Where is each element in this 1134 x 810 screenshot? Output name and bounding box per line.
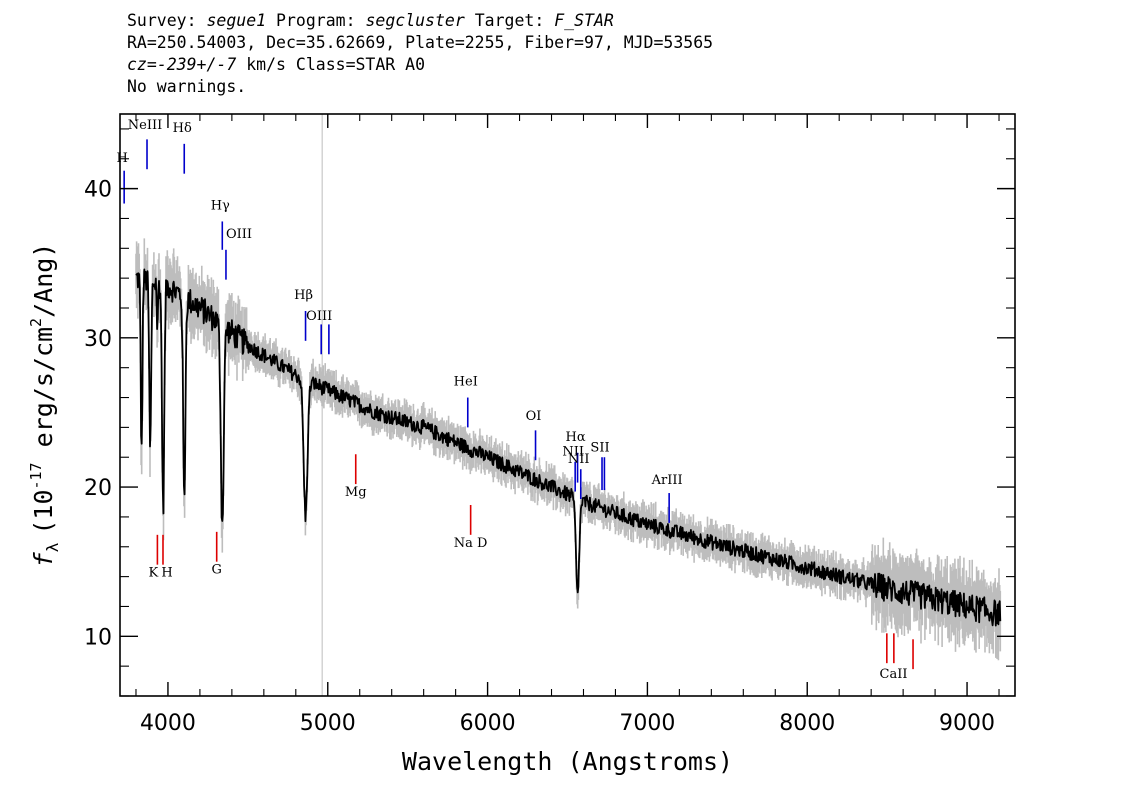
y-tick-label: 40 xyxy=(84,178,112,203)
header-line-survey: Survey: segue1 Program: segcluster Targe… xyxy=(127,10,713,32)
absorption-line-label: G xyxy=(211,563,221,578)
ylabel-end: /Ang) xyxy=(29,243,58,318)
absorption-line-label: CaII xyxy=(880,667,908,682)
cz-label: cz= xyxy=(127,55,157,74)
class-text: km/s Class=STAR A0 xyxy=(236,55,426,74)
target-value: F_STAR xyxy=(554,11,614,30)
absorption-line-label: H xyxy=(161,566,172,581)
header-line-coordinates: RA=250.54003, Dec=35.62669, Plate=2255, … xyxy=(127,33,714,52)
emission-line-label: Hα xyxy=(566,430,586,445)
ylabel-f: f xyxy=(29,551,58,567)
x-tick-label: 7000 xyxy=(619,711,675,736)
x-tick-label: 4000 xyxy=(140,711,196,736)
x-tick-label: 6000 xyxy=(460,711,516,736)
emission-line-label: SII xyxy=(590,440,609,455)
y-tick-label: 30 xyxy=(84,327,112,352)
cz-value: -239+/-7 xyxy=(156,55,237,74)
target-label: Target: xyxy=(474,11,545,30)
x-tick-label: 5000 xyxy=(300,711,356,736)
spectrum-line xyxy=(135,268,1002,627)
x-axis-title: Wavelength (Angstroms) xyxy=(402,747,733,776)
absorption-line-label: Na D xyxy=(454,536,488,551)
emission-line-label: Hβ xyxy=(294,288,313,303)
emission-line-label: Hδ xyxy=(173,121,192,136)
ylabel-lambda: λ xyxy=(43,542,62,552)
x-tick-label: 9000 xyxy=(939,711,995,736)
emission-line-label: NeIII xyxy=(128,118,162,133)
emission-line-label: OI xyxy=(526,409,542,424)
absorption-line-label: K xyxy=(149,566,159,581)
absorption-line-label: Mg xyxy=(345,485,367,500)
axis-ticks: 4000 5000 6000 7000 8000 9000 10 20 30 40 xyxy=(84,114,1015,736)
emission-line-label: HeI xyxy=(454,375,478,390)
survey-label: Survey: xyxy=(127,11,197,30)
emission-line-label: NII xyxy=(562,445,584,460)
y-tick-label: 10 xyxy=(84,625,112,650)
emission-line-label: NII xyxy=(568,452,590,467)
ylabel-exp: -17 xyxy=(27,462,45,489)
spectrum-header: Survey: segue1 Program: segcluster Targe… xyxy=(127,10,713,98)
emission-line-label: Hγ xyxy=(211,199,230,214)
y-axis-title: fλ (10-17 erg/s/cm2/Ang) xyxy=(27,243,62,568)
emission-line-label: ArIII xyxy=(651,473,683,488)
program-label: Program: xyxy=(276,11,356,30)
emission-line-label: OIII xyxy=(226,227,252,242)
plot-frame xyxy=(119,113,1016,697)
emission-line-label: OIII xyxy=(306,309,332,324)
program-value: segcluster xyxy=(365,11,465,30)
ylabel-open: (10 xyxy=(29,490,58,535)
spectrum-layer xyxy=(135,268,1002,627)
header-line-redshift: cz=-239+/-7 km/s Class=STAR A0 xyxy=(127,54,713,76)
ylabel-units: erg/s/cm xyxy=(29,327,58,462)
survey-value: segue1 xyxy=(206,11,267,30)
ylabel-exp2: 2 xyxy=(27,318,45,327)
y-tick-label: 20 xyxy=(84,476,112,501)
x-tick-label: 8000 xyxy=(779,711,835,736)
header-line-warnings: No warnings. xyxy=(127,77,247,96)
